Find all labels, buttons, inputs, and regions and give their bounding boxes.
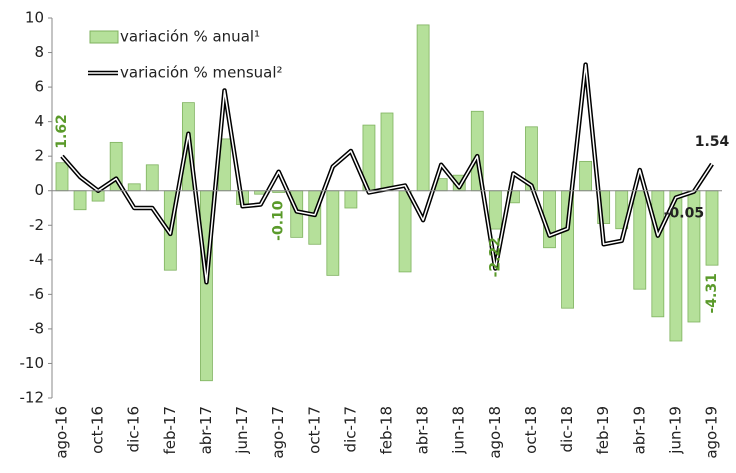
y-tick-label: 10 xyxy=(25,9,44,27)
legend: variación % anual¹ variación % mensual² xyxy=(88,28,283,82)
x-tick-label: abr-17 xyxy=(197,406,215,454)
legend-label: variación % mensual² xyxy=(120,64,283,82)
y-tick-label: -10 xyxy=(20,354,45,372)
bar xyxy=(633,190,647,290)
y-tick-label: -12 xyxy=(20,389,45,407)
data-label: 1.62 xyxy=(54,114,70,149)
y-tick-label: -4 xyxy=(29,250,44,268)
bar xyxy=(398,190,412,273)
x-tick-label: ago-17 xyxy=(269,406,287,459)
x-tick-label: feb-19 xyxy=(594,406,612,455)
x-tick-label: jun-17 xyxy=(233,406,251,455)
data-label: -2.22 xyxy=(487,237,503,277)
x-tick-label: ago-16 xyxy=(53,406,71,459)
y-tick-label: 8 xyxy=(34,43,44,61)
data-label: -4.31 xyxy=(704,273,720,313)
y-tick-label: 4 xyxy=(34,112,44,130)
x-tick-label: feb-17 xyxy=(161,406,179,455)
legend-swatch xyxy=(89,30,119,44)
x-tick-label: ago-19 xyxy=(703,406,721,459)
x-tick-label: feb-18 xyxy=(378,406,396,455)
y-tick-label: 2 xyxy=(34,147,44,165)
x-tick-label: oct-16 xyxy=(89,406,107,454)
line-inner xyxy=(61,63,713,284)
y-tick-label: -8 xyxy=(29,319,44,337)
bar xyxy=(416,24,430,192)
data-label: 1.54 xyxy=(695,134,730,150)
bar xyxy=(326,190,340,276)
data-label: -0.05 xyxy=(664,206,704,222)
bar xyxy=(344,190,358,209)
x-tick-label: oct-17 xyxy=(305,406,323,454)
x-tick-label: jun-19 xyxy=(666,406,684,455)
y-tick-label: -6 xyxy=(29,285,44,303)
y-tick-label: -2 xyxy=(29,216,44,234)
x-tick-label: jun-18 xyxy=(450,406,468,455)
bar xyxy=(380,112,394,192)
bar xyxy=(705,190,719,266)
x-tick-label: oct-18 xyxy=(522,406,540,454)
bar xyxy=(55,162,69,192)
x-tick-label: dic-17 xyxy=(341,406,359,452)
bar xyxy=(127,183,141,192)
y-tick-label: 6 xyxy=(34,78,44,96)
data-label: -0.10 xyxy=(271,200,287,241)
bar xyxy=(73,190,87,211)
x-tick-label: dic-18 xyxy=(558,406,576,452)
x-tick-label: abr-18 xyxy=(414,406,432,454)
x-tick-label: ago-18 xyxy=(486,406,504,459)
bar xyxy=(651,190,665,318)
x-tick-label: dic-16 xyxy=(125,406,143,452)
bar xyxy=(145,164,159,192)
bar xyxy=(488,190,502,230)
legend-label: variación % anual¹ xyxy=(120,28,260,46)
y-tick-label: 0 xyxy=(34,181,44,199)
x-tick-label: abr-19 xyxy=(630,406,648,454)
bar xyxy=(579,160,593,192)
